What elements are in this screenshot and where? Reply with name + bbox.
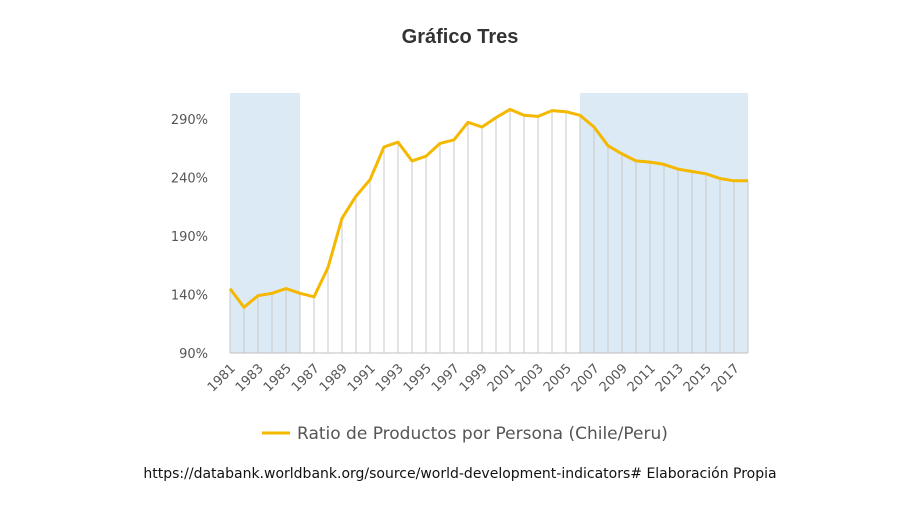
x-tick-label: 2001 [485,361,519,395]
legend-label: Ratio de Productos por Persona (Chile/Pe… [297,424,668,444]
series-line [228,107,748,309]
x-tick-label: 2017 [709,361,743,395]
x-tick-label: 2003 [513,361,547,395]
x-tick-label: 1997 [429,361,463,395]
x-tick-label: 2013 [653,361,687,395]
y-tick-label: 90% [179,347,208,362]
x-tick-label: 1993 [373,361,407,395]
drop-lines [229,109,749,353]
x-tick-label: 1987 [289,361,323,395]
series-lines [228,107,748,309]
x-tick-label: 2007 [569,361,603,395]
x-tick-label: 1995 [401,361,435,395]
chart-title: Gráfico Tres [401,26,519,48]
shaded-region-1 [230,93,300,353]
source-note: https://databank.worldbank.org/source/wo… [143,466,777,482]
y-tick-label: 290% [171,113,208,128]
y-tick-labels: 290% 240% 190% 140% 90% [171,113,208,362]
y-tick-label: 140% [171,288,208,303]
x-tick-label: 1985 [261,361,295,395]
y-tick-label: 240% [171,171,208,186]
x-tick-label: 2011 [625,361,659,395]
x-tick-label: 1983 [233,361,267,395]
y-tick-label: 190% [171,230,208,245]
x-tick-label: 1981 [205,361,239,395]
shaded-regions [230,93,748,353]
x-tick-label: 1991 [345,361,379,395]
x-tick-label: 2015 [681,361,715,395]
x-tick-label: 2009 [597,361,631,395]
x-tick-labels: 1981198319851987198919911993199519971999… [205,361,743,395]
x-tick-label: 2005 [541,361,575,395]
x-tick-label: 1989 [317,361,351,395]
legend: Ratio de Productos por Persona (Chile/Pe… [262,424,668,444]
x-tick-label: 1999 [457,361,491,395]
